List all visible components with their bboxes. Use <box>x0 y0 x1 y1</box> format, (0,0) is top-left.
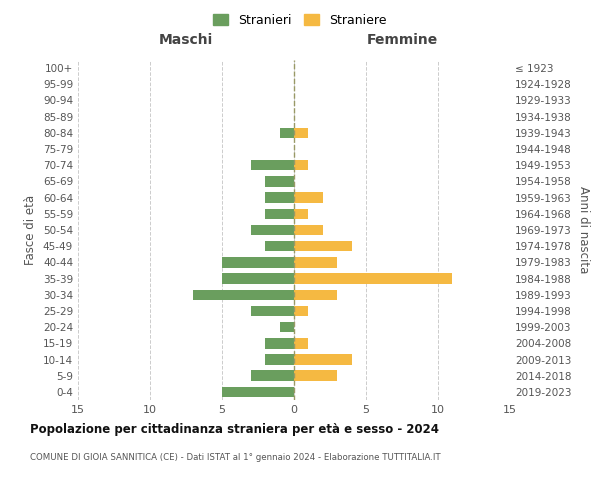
Bar <box>251 370 294 381</box>
Bar <box>294 354 352 365</box>
Bar <box>294 338 308 348</box>
Bar <box>294 128 308 138</box>
Bar <box>280 128 294 138</box>
Y-axis label: Anni di nascita: Anni di nascita <box>577 186 590 274</box>
Bar <box>265 354 294 365</box>
Text: Femmine: Femmine <box>367 33 437 47</box>
Y-axis label: Fasce di età: Fasce di età <box>25 195 37 265</box>
Bar <box>294 306 308 316</box>
Bar <box>251 160 294 170</box>
Bar <box>294 257 337 268</box>
Bar <box>294 192 323 203</box>
Bar <box>251 306 294 316</box>
Bar <box>222 274 294 284</box>
Legend: Stranieri, Straniere: Stranieri, Straniere <box>208 8 392 32</box>
Bar <box>251 224 294 235</box>
Bar <box>265 176 294 186</box>
Text: COMUNE DI GIOIA SANNITICA (CE) - Dati ISTAT al 1° gennaio 2024 - Elaborazione TU: COMUNE DI GIOIA SANNITICA (CE) - Dati IS… <box>30 452 440 462</box>
Bar <box>294 274 452 284</box>
Bar <box>294 290 337 300</box>
Bar <box>265 208 294 219</box>
Bar <box>294 224 323 235</box>
Text: Popolazione per cittadinanza straniera per età e sesso - 2024: Popolazione per cittadinanza straniera p… <box>30 422 439 436</box>
Bar <box>294 370 337 381</box>
Bar <box>265 241 294 252</box>
Bar <box>265 338 294 348</box>
Bar <box>193 290 294 300</box>
Bar <box>222 257 294 268</box>
Bar <box>294 208 308 219</box>
Bar <box>280 322 294 332</box>
Text: Maschi: Maschi <box>159 33 213 47</box>
Bar <box>222 386 294 397</box>
Bar <box>294 241 352 252</box>
Bar <box>294 160 308 170</box>
Bar <box>265 192 294 203</box>
